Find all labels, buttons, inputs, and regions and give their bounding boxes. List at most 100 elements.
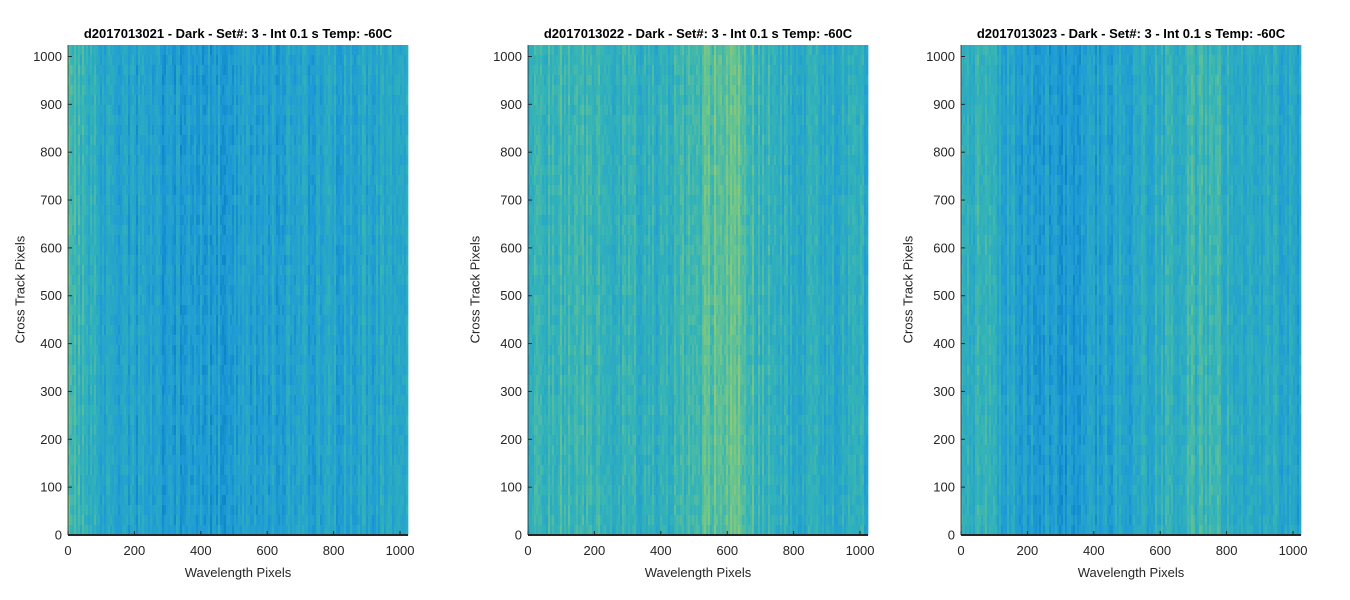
heatmap-cell [210,125,213,136]
heatmap-cell [102,305,105,316]
heatmap-cell [200,115,203,126]
heatmap-cell [94,165,97,176]
heatmap-cell [206,185,209,196]
heatmap-cell [128,235,131,246]
heatmap-cell [88,425,91,436]
heatmap-cell [198,345,201,356]
heatmap-cell [122,75,125,86]
heatmap-cell [172,85,175,96]
heatmap-cell [158,415,161,426]
heatmap-cell [178,85,181,96]
heatmap-cell [174,505,177,516]
heatmap-cell [210,185,213,196]
heatmap-cell [190,405,193,416]
heatmap-cell [120,345,123,356]
heatmap-cell [232,515,235,526]
heatmap-cell [270,345,273,356]
heatmap-cell [110,115,113,126]
heatmap-cell [136,145,139,156]
heatmap-cell [194,105,197,116]
heatmap-cell [254,375,257,386]
heatmap-cell [68,65,71,76]
heatmap-cell [132,505,135,516]
heatmap-cell [254,485,257,496]
heatmap-cell [168,375,171,386]
heatmap-cell [140,65,143,76]
heatmap-cell [108,445,111,456]
heatmap-cell [130,215,133,226]
heatmap-cell [152,45,155,56]
heatmap-cell [216,465,219,476]
heatmap-cell [148,45,151,56]
heatmap-cell [174,45,177,56]
heatmap-cell [204,115,207,126]
heatmap-cell [196,295,199,306]
heatmap-cell [204,235,207,246]
heatmap-cell [134,295,137,306]
heatmap-cell [164,65,167,76]
heatmap-cell [110,285,113,296]
heatmap-cell [118,345,121,356]
heatmap-cell [100,55,103,66]
heatmap-cell [136,505,139,516]
heatmap-cell [158,525,161,536]
heatmap-cell [196,345,199,356]
heatmap-cell [194,85,197,96]
heatmap-cell [258,135,261,146]
heatmap-cell [154,325,157,336]
heatmap-cell [218,285,221,296]
heatmap-cell [234,425,237,436]
heatmap-cell [112,265,115,276]
heatmap-cell [186,495,189,506]
heatmap-cell [116,375,119,386]
heatmap-cell [226,445,229,456]
heatmap-cell [174,515,177,526]
heatmap-cell [256,255,259,266]
heatmap-cell [102,455,105,466]
heatmap-cell [236,125,239,136]
heatmap-cell [234,365,237,376]
heatmap-cell [232,255,235,266]
heatmap-cell [98,465,101,476]
heatmap-cell [94,175,97,186]
heatmap-cell [258,385,261,396]
heatmap-cell [152,525,155,536]
heatmap-cell [142,175,145,186]
heatmap-cell [120,215,123,226]
heatmap-cell [268,425,271,436]
heatmap-cell [214,115,217,126]
heatmap-cell [260,185,263,196]
heatmap-cell [170,115,173,126]
heatmap-cell [146,75,149,86]
heatmap-cell [218,315,221,326]
heatmap-cell [254,435,257,446]
heatmap-cell [68,475,71,486]
heatmap-cell [258,315,261,326]
heatmap-cell [152,165,155,176]
heatmap-cell [218,455,221,466]
heatmap-cell [102,355,105,366]
heatmap-cell [246,305,249,316]
heatmap-cell [92,255,95,266]
heatmap-cell [94,195,97,206]
heatmap-cell [184,65,187,76]
heatmap-cell [212,305,215,316]
heatmap-cell [196,85,199,96]
heatmap-cell [108,305,111,316]
heatmap-cell [184,285,187,296]
heatmap-cell [128,455,131,466]
heatmap-cell [164,235,167,246]
heatmap-cell [172,255,175,266]
heatmap-cell [234,495,237,506]
heatmap-cell [118,445,121,456]
heatmap-cell [216,205,219,216]
heatmap-cell [120,265,123,276]
heatmap-cell [124,525,127,536]
heatmap-cell [252,305,255,316]
heatmap-cell [114,105,117,116]
heatmap-cell [262,285,265,296]
heatmap-cell [128,245,131,256]
heatmap-cell [90,45,93,56]
heatmap-cell [216,355,219,366]
heatmap-cell [212,435,215,446]
